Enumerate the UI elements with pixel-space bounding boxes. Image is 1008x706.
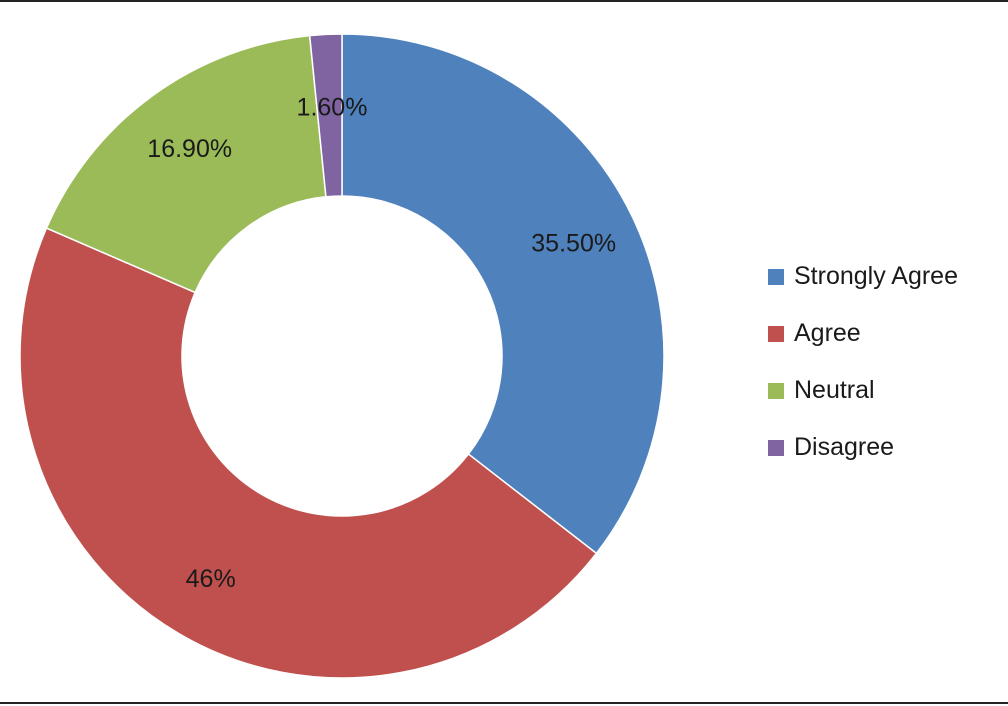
donut-labels: 35.50% 46% 16.90% 1.60%: [147, 93, 616, 593]
legend-swatch: [768, 325, 784, 342]
legend-label: Disagree: [794, 433, 895, 461]
slice-disagree: [308, 33, 343, 198]
legend-label: Neutral: [794, 376, 875, 404]
data-label-agree: 46%: [186, 565, 236, 593]
legend-item-agree: Agree: [768, 305, 958, 362]
legend-swatch: [768, 382, 784, 399]
legend-swatch: [768, 439, 784, 456]
legend-item-strongly-agree: Strongly Agree: [768, 248, 958, 305]
data-label-disagree: 1.60%: [297, 93, 368, 121]
donut-slices: [19, 33, 665, 679]
chart-legend: Strongly Agree Agree Neutral Disagree: [768, 248, 958, 476]
slice-agree: [19, 227, 598, 679]
legend-item-neutral: Neutral: [768, 362, 958, 419]
slice-strongly-agree: [341, 33, 665, 555]
frame-top-border: [0, 0, 1008, 2]
data-label-neutral: 16.90%: [147, 135, 232, 163]
data-label-strongly-agree: 35.50%: [531, 229, 616, 257]
frame-bottom-border: [0, 702, 1008, 704]
legend-item-disagree: Disagree: [768, 419, 958, 476]
legend-label: Agree: [794, 319, 861, 347]
legend-label: Strongly Agree: [794, 262, 958, 290]
legend-swatch: [768, 268, 784, 285]
slice-neutral: [45, 34, 327, 294]
